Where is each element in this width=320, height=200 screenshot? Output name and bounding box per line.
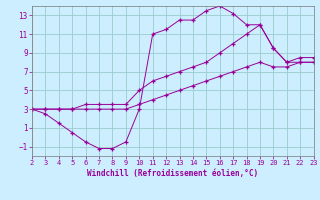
X-axis label: Windchill (Refroidissement éolien,°C): Windchill (Refroidissement éolien,°C) [87,169,258,178]
